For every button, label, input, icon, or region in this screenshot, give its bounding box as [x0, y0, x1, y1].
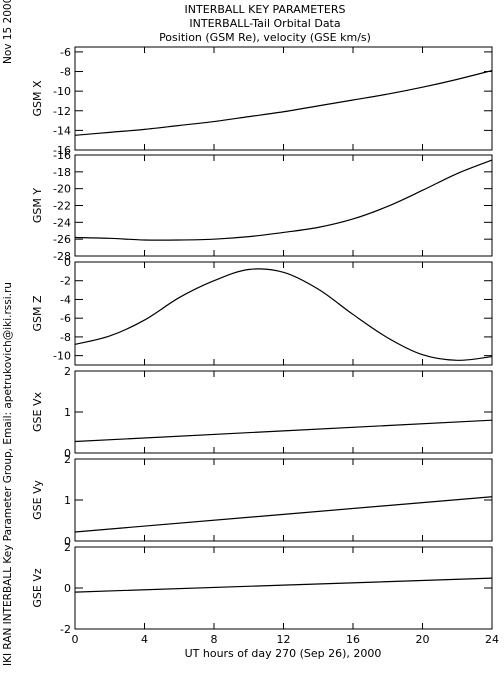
- y-tick-label: -2: [60, 623, 71, 636]
- x-tick-label: 8: [211, 633, 218, 646]
- plot-frame: [74, 370, 493, 454]
- plot-frame: [74, 458, 493, 542]
- plot-frame: [74, 46, 493, 151]
- series-line-gse-vx: [74, 419, 493, 443]
- y-tick-label: -10: [53, 85, 71, 98]
- y-tick-label: 1: [64, 494, 71, 507]
- title-line-2: INTERBALL-Tail Orbital Data: [189, 17, 340, 30]
- y-tick-label: -18: [53, 166, 71, 179]
- panel-0: -16 -14 -12 -10 -8 -6 GSM X: [31, 46, 493, 157]
- y-axis-label: GSM Y: [31, 188, 44, 223]
- y-tick-label: 0: [64, 535, 71, 548]
- y-tick-label: -8: [60, 66, 71, 79]
- y-axis-label: GSE Vz: [31, 568, 44, 607]
- y-tick-label: -14: [53, 124, 71, 137]
- y-tick-label: -22: [53, 200, 71, 213]
- series-line-gse-vz: [74, 577, 493, 593]
- x-tick-label: 24: [485, 633, 499, 646]
- panel-4: 0 1 2 GSE Vy: [31, 453, 493, 548]
- credit-line: IKI RAN INTERBALL Key Parameter Group, E…: [2, 282, 14, 666]
- y-tick-label: -26: [53, 233, 71, 246]
- y-axis-label: GSM Z: [31, 295, 44, 331]
- title-line-1: INTERBALL KEY PARAMETERS: [185, 3, 346, 16]
- y-tick-label: -10: [53, 350, 71, 363]
- plot-frame: [74, 546, 493, 630]
- date-stamp: Nov 15 2000: [2, 0, 14, 64]
- y-tick-label: -6: [60, 312, 71, 325]
- y-tick-label: 1: [64, 406, 71, 419]
- series-line-gse-vy: [74, 496, 493, 533]
- y-tick-label: 2: [64, 453, 71, 466]
- y-axis-label: GSE Vy: [31, 480, 44, 520]
- panel-5: -2 0 2 GSE Vz: [31, 541, 493, 636]
- panel-1: -28 -26 -24 -22 -20 -18 -16 GSM Y: [31, 149, 493, 263]
- panel-3: 0 1 2 GSE Vx: [31, 365, 493, 460]
- y-tick-label: -20: [53, 183, 71, 196]
- series-line-gsm-y: [74, 159, 493, 241]
- y-tick-label: -16: [53, 144, 71, 157]
- x-tick-label: 12: [277, 633, 291, 646]
- plot-frame: [74, 154, 493, 257]
- x-tick-label: 16: [346, 633, 360, 646]
- shared-x-axis: 0 4 8 12 16 20 24: [72, 633, 500, 646]
- x-axis-label: UT hours of day 270 (Sep 26), 2000: [185, 647, 382, 660]
- panel-2: -10 -8 -6 -4 -2 0 GSM Z: [31, 256, 493, 366]
- y-tick-label: -28: [53, 250, 71, 263]
- title-line-3: Position (GSM Re), velocity (GSE km/s): [159, 31, 371, 44]
- x-tick-label: 4: [141, 633, 148, 646]
- x-tick-label: 20: [416, 633, 430, 646]
- y-tick-label: 0: [64, 256, 71, 269]
- y-tick-label: -16: [53, 149, 71, 162]
- plot-frame: [74, 261, 493, 366]
- y-tick-label: 0: [64, 447, 71, 460]
- y-tick-label: 2: [64, 541, 71, 554]
- y-tick-label: -8: [60, 331, 71, 344]
- y-tick-label: -6: [60, 46, 71, 59]
- y-tick-label: -12: [53, 105, 71, 118]
- y-tick-label: -4: [60, 293, 71, 306]
- y-tick-label: 2: [64, 365, 71, 378]
- y-tick-label: 0: [64, 582, 71, 595]
- y-tick-label: -24: [53, 216, 71, 229]
- series-line-gsm-z: [74, 268, 493, 361]
- y-axis-label: GSE Vx: [31, 392, 44, 432]
- y-axis-label: GSM X: [31, 80, 44, 116]
- series-line-gsm-x: [74, 69, 493, 136]
- x-tick-label: 0: [72, 633, 79, 646]
- y-tick-label: -2: [60, 275, 71, 288]
